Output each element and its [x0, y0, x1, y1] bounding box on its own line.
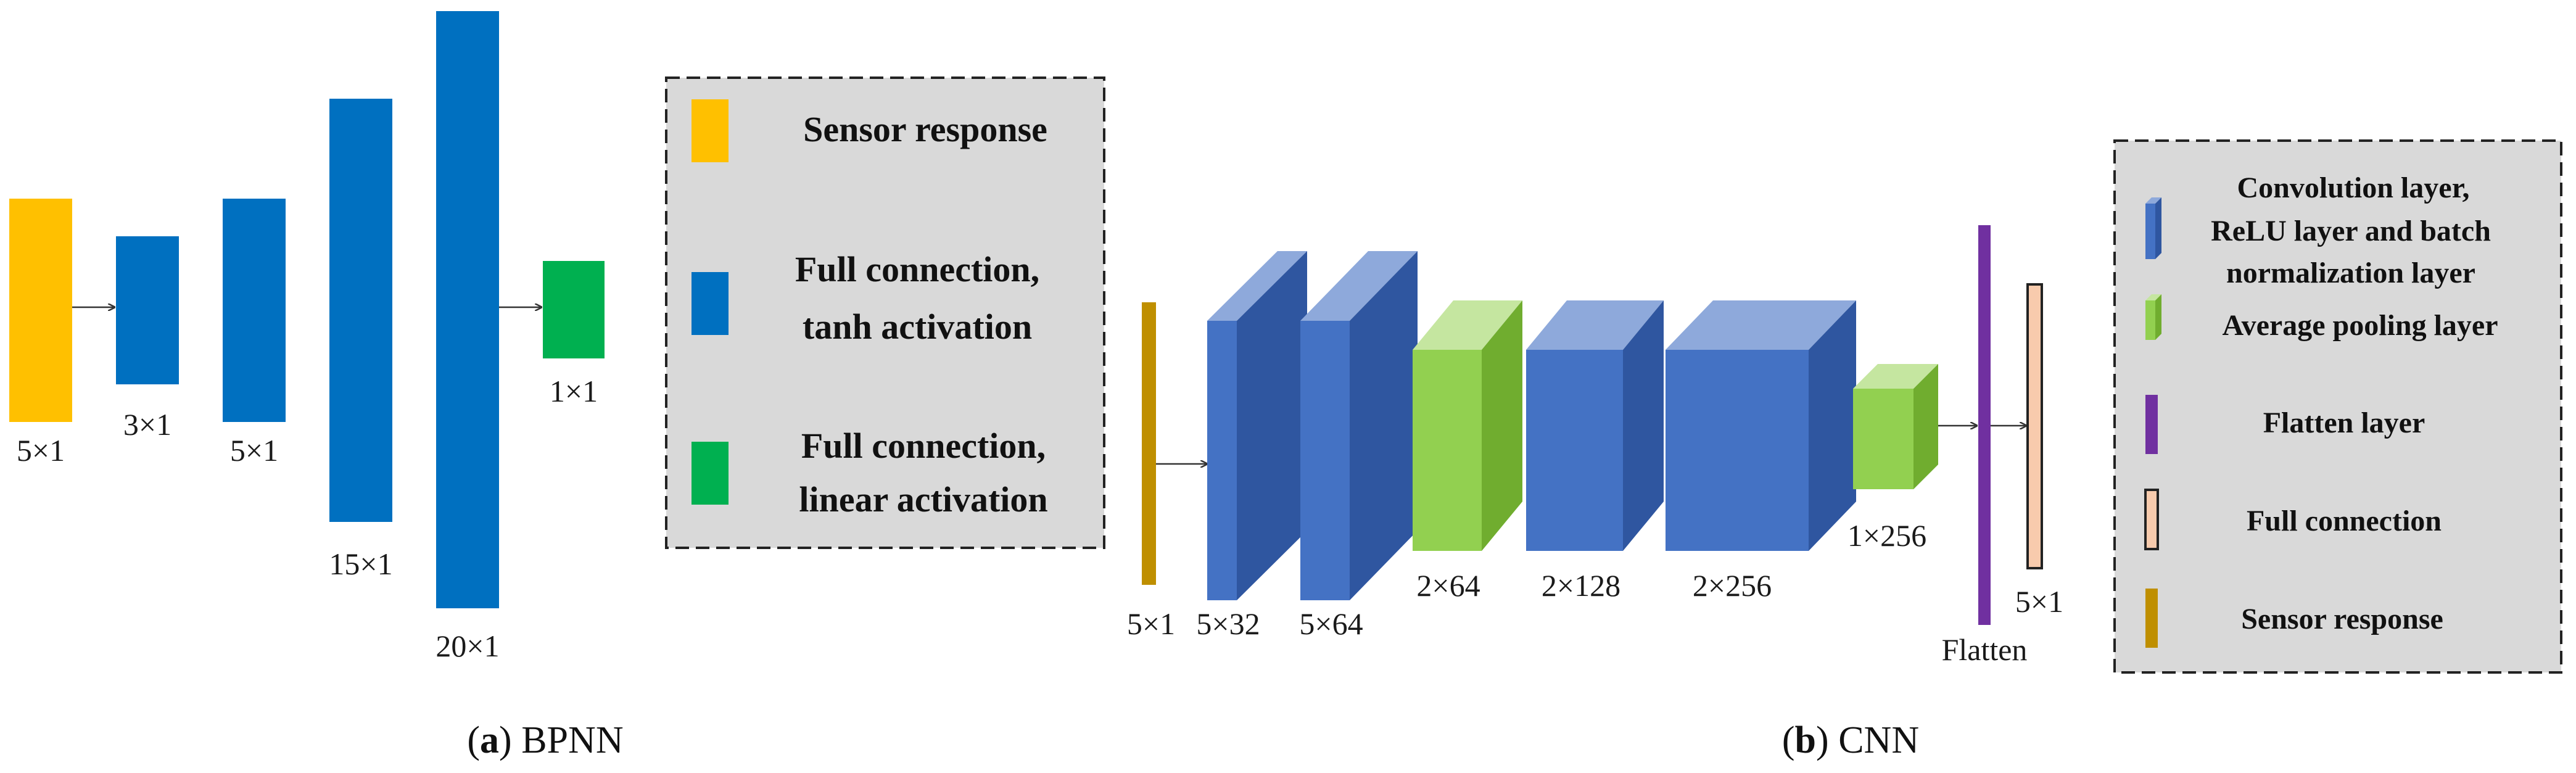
legend-label-tanh-line1: Full connection, — [795, 249, 1039, 289]
legend-swatch-full-connection — [2144, 489, 2159, 550]
bpnn-layer-label: 1×1 — [550, 374, 598, 408]
bpnn-output-layer — [543, 261, 605, 358]
cnn-layer-label: 2×128 — [1542, 568, 1620, 603]
legend-label-sensor-response-cnn: Sensor response — [2241, 603, 2443, 635]
legend-swatch-linear — [691, 442, 729, 505]
legend-swatch-sensor-response-cnn — [2145, 589, 2158, 648]
bpnn-input-layer — [9, 199, 72, 422]
cnn-layer-label: 5×1 — [2015, 584, 2063, 619]
cnn-pool-block-1 — [1413, 300, 1522, 551]
cnn-conv-block-1 — [1207, 251, 1307, 600]
bpnn-layer-label: 5×1 — [230, 433, 278, 468]
legend-swatch-pool — [2145, 294, 2161, 340]
cnn-caption: (b) CNN — [1782, 719, 1919, 761]
cnn-pool-block-2 — [1853, 364, 1938, 489]
cnn-conv-block-2 — [1300, 251, 1418, 600]
cnn-flatten-layer — [1978, 225, 1991, 625]
cnn-layer-label: 2×256 — [1693, 568, 1772, 603]
cnn-layer-label: 2×64 — [1416, 568, 1480, 603]
cnn-layer-label: 5×32 — [1196, 606, 1260, 641]
cnn-layer-label: 5×64 — [1299, 606, 1363, 641]
legend-label-pool: Average pooling layer — [2222, 309, 2498, 342]
bpnn-layer-label: 3×1 — [123, 407, 171, 442]
bpnn-legend-box — [665, 76, 1105, 549]
legend-label-conv-line2: ReLU layer and batch — [2211, 215, 2491, 247]
legend-label-full-connection: Full connection — [2247, 505, 2442, 537]
bpnn-hidden-layer-4 — [436, 11, 499, 608]
legend-label-linear-line2: linear activation — [799, 479, 1047, 519]
bpnn-hidden-layer-3 — [329, 99, 392, 522]
cnn-input-layer — [1142, 302, 1156, 585]
bpnn-legend: Sensor response Full connection, tanh ac… — [665, 76, 1105, 549]
bpnn-hidden-layer-2 — [223, 199, 286, 422]
cnn-layer-label: Flatten — [1942, 632, 2028, 667]
legend-label-flatten: Flatten layer — [2263, 407, 2425, 439]
legend-swatch-conv — [2145, 197, 2161, 259]
cnn-full-connection-layer — [2026, 283, 2043, 569]
cnn-panel: 5×1 5×32 5×64 2×64 2×128 2×256 1×256 Fla… — [1127, 139, 2562, 761]
cnn-legend: Convolution layer, ReLU layer and batch … — [2113, 139, 2562, 674]
bpnn-panel: 5×1 3×1 5×1 15×1 20×1 1×1 Sensor respons… — [9, 11, 1105, 761]
cnn-layer-label: 5×1 — [1127, 606, 1175, 641]
legend-label-linear-line1: Full connection, — [801, 426, 1046, 466]
cnn-legend-box — [2113, 139, 2562, 674]
legend-swatch-sensor-response — [691, 99, 729, 162]
cnn-conv-block-4 — [1666, 300, 1856, 551]
legend-label-conv-line1: Convolution layer, — [2237, 172, 2470, 204]
legend-label-conv-line3: normalization layer — [2226, 257, 2475, 289]
legend-swatch-flatten — [2145, 395, 2158, 454]
legend-swatch-tanh — [691, 272, 729, 335]
legend-label-sensor-response: Sensor response — [803, 109, 1047, 149]
bpnn-hidden-layer-1 — [116, 236, 179, 384]
legend-label-tanh-line2: tanh activation — [803, 307, 1032, 347]
bpnn-layer-label: 5×1 — [17, 433, 65, 468]
bpnn-caption: (a) BPNN — [467, 719, 623, 761]
cnn-conv-block-3 — [1526, 300, 1664, 551]
bpnn-layer-label: 15×1 — [329, 547, 392, 581]
cnn-layer-label: 1×256 — [1847, 518, 1926, 553]
bpnn-layer-label: 20×1 — [436, 629, 499, 663]
